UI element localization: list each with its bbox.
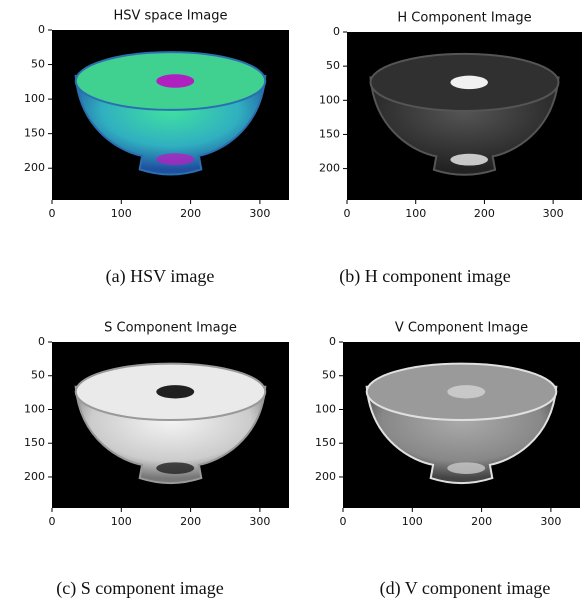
x-tick-label: 200 [180, 207, 201, 220]
y-tick-label: 100 [24, 92, 45, 105]
x-tick-label: 300 [249, 207, 270, 220]
y-tick-label: 150 [24, 436, 45, 449]
bowl-foot-spot [447, 462, 485, 474]
bowl-foot-spot [156, 153, 194, 165]
y-tick-label: 150 [315, 436, 336, 449]
y-tick-label: 0 [38, 23, 45, 36]
figure: HSV space Image 0 100 200 300 0 50 100 150 200 (a)… [0, 0, 584, 602]
bowl-spot [156, 385, 194, 398]
x-tick-label: 100 [111, 207, 132, 220]
x-tick-label: 200 [471, 515, 492, 528]
y-tick-label: 50 [322, 369, 336, 382]
x-tick-label: 0 [49, 207, 56, 220]
bowl-foot-spot [450, 154, 488, 166]
bowl-spot [447, 385, 485, 398]
caption: (c) S component image [56, 578, 223, 599]
bowl-spot [156, 74, 194, 88]
y-tick-label: 100 [315, 402, 336, 415]
x-tick-label: 200 [474, 207, 495, 220]
y-tick-label: 200 [24, 470, 45, 483]
y-tick-label: 50 [31, 58, 45, 71]
y-tick-label: 50 [326, 59, 340, 72]
y-tick-label: 0 [333, 25, 340, 38]
y-tick-label: 200 [24, 161, 45, 174]
y-tick-label: 150 [24, 127, 45, 140]
x-tick-label: 100 [405, 207, 426, 220]
x-tick-label: 100 [402, 515, 423, 528]
panel-title: H Component Image [397, 11, 531, 26]
y-tick-label: 0 [329, 335, 336, 348]
x-tick-label: 300 [543, 207, 564, 220]
y-tick-label: 200 [319, 162, 340, 175]
bowl-spot [450, 76, 488, 89]
y-tick-label: 100 [319, 93, 340, 106]
caption: (d) V component image [380, 578, 551, 599]
caption: (a) HSV image [106, 266, 215, 287]
x-tick-label: 0 [340, 515, 347, 528]
x-tick-label: 300 [249, 515, 270, 528]
x-tick-label: 300 [540, 515, 561, 528]
x-tick-label: 100 [111, 515, 132, 528]
y-tick-label: 50 [31, 369, 45, 382]
y-tick-label: 150 [319, 127, 340, 140]
y-tick-label: 0 [38, 335, 45, 348]
bowl-foot-spot [156, 462, 194, 474]
x-tick-label: 200 [180, 515, 201, 528]
y-tick-label: 100 [24, 402, 45, 415]
panel-title: S Component Image [104, 321, 237, 336]
y-tick-label: 200 [315, 470, 336, 483]
panel-title: V Component Image [395, 321, 528, 336]
caption: (b) H component image [339, 266, 510, 287]
x-tick-label: 0 [49, 515, 56, 528]
panel-title: HSV space Image [113, 9, 227, 24]
x-tick-label: 0 [344, 207, 351, 220]
